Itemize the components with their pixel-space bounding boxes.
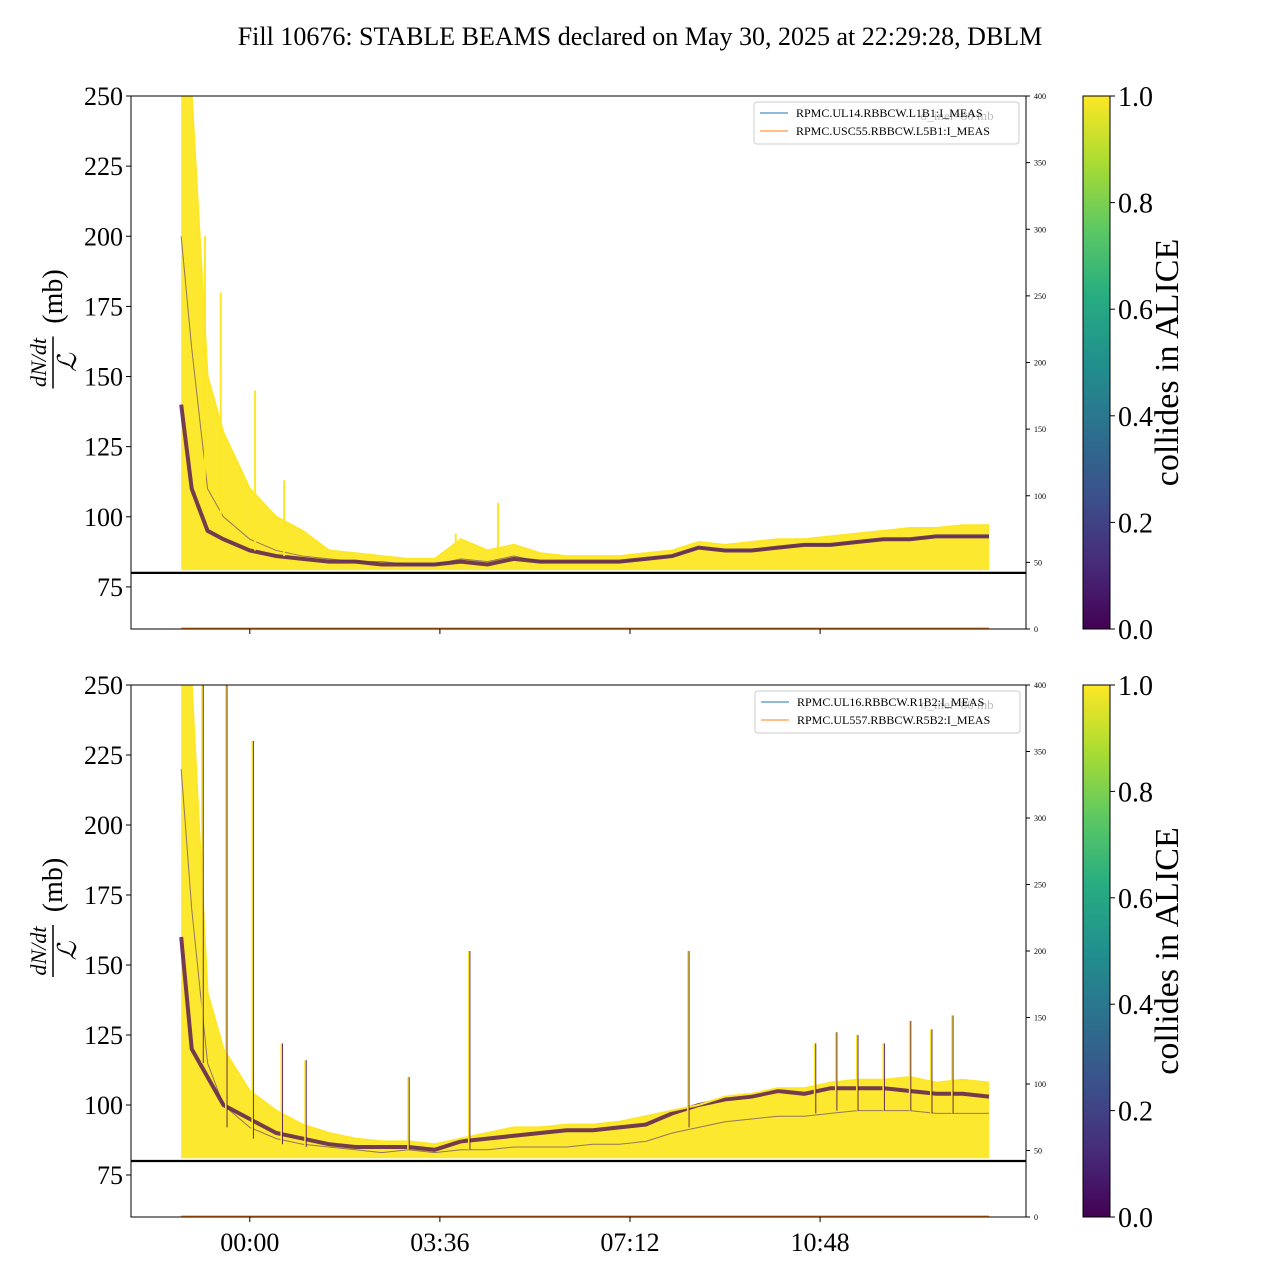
bottom-colorbar: 0.0 0.2 0.4 0.6 0.8 1.0 collides in ALICE bbox=[1082, 671, 1186, 1234]
non-colliding-series bbox=[179, 936, 990, 1152]
y-tick-label: 175 bbox=[84, 292, 123, 321]
colorbar-gradient bbox=[1082, 95, 1111, 630]
y2-tick-label: 250 bbox=[1034, 881, 1046, 890]
x-tick-label: 10:48 bbox=[790, 1228, 849, 1257]
y2-tick-label: 150 bbox=[1034, 425, 1046, 434]
collides-band bbox=[181, 96, 989, 571]
y2-tick-label: 250 bbox=[1034, 292, 1046, 301]
colorbar-tick-label: 0.2 bbox=[1118, 508, 1153, 539]
legend-frame bbox=[754, 690, 1021, 734]
y-tick-label: 225 bbox=[84, 741, 123, 770]
y-tick-label: 150 bbox=[84, 951, 123, 980]
colorbar-tick-label: 1.0 bbox=[1118, 82, 1153, 113]
bottom-y-axis: 75 100 125 150 175 200 225 250 bbox=[84, 671, 131, 1190]
y-tick-label: 200 bbox=[84, 222, 123, 251]
top-secondary-y-axis: 0 50 100 150 200 250 300 350 400 bbox=[1026, 92, 1046, 634]
y-tick-label: 175 bbox=[84, 881, 123, 910]
colorbar-tick-label: 0.0 bbox=[1118, 615, 1153, 646]
y-label-group: dN/dt ℒ (mb) bbox=[26, 858, 82, 977]
y-label-denominator: ℒ bbox=[53, 940, 82, 960]
threshold-legend-label: σ_inel=80 mb bbox=[920, 697, 993, 712]
legend-entry: RPMC.UL14.RBBCW.L1B1:I_MEAS bbox=[796, 106, 983, 120]
y2-tick-label: 100 bbox=[1034, 1080, 1046, 1089]
colorbar-label: collides in ALICE bbox=[1149, 239, 1186, 486]
legend-entry: RPMC.UL557.RBBCW.R5B2:I_MEAS bbox=[797, 713, 990, 727]
colorbar-tick-label: 0.6 bbox=[1118, 884, 1153, 915]
top-y-axis-label: dN/dt ℒ (mb) bbox=[26, 269, 82, 389]
y-label-unit: (mb) bbox=[38, 269, 69, 323]
y-tick-label: 100 bbox=[84, 503, 123, 532]
threshold-legend-label: σ_inel=80 mb bbox=[920, 108, 993, 123]
y2-tick-label: 300 bbox=[1034, 814, 1046, 823]
y2-tick-label: 0 bbox=[1034, 625, 1038, 634]
y2-tick-label: 400 bbox=[1034, 92, 1046, 101]
top-y-axis: 75 100 125 150 175 200 225 250 bbox=[84, 82, 131, 602]
colorbar-tick-label: 0.0 bbox=[1118, 1203, 1153, 1234]
legend-entry: RPMC.USC55.RBBCW.L5B1:I_MEAS bbox=[796, 124, 990, 138]
colorbar-tick-label: 0.8 bbox=[1118, 777, 1153, 808]
y-label-unit: (mb) bbox=[38, 858, 69, 912]
y2-tick-label: 300 bbox=[1034, 225, 1046, 234]
y-tick-label: 150 bbox=[84, 363, 123, 392]
x-tick-label: 00:00 bbox=[220, 1228, 279, 1257]
y2-tick-label: 350 bbox=[1034, 748, 1046, 757]
y-tick-label: 75 bbox=[97, 573, 123, 602]
y-label-denominator: ℒ bbox=[53, 352, 82, 372]
y-tick-label: 250 bbox=[84, 82, 123, 111]
bottom-y-axis-label: dN/dt ℒ (mb) bbox=[26, 858, 82, 977]
y2-tick-label: 150 bbox=[1034, 1014, 1046, 1023]
y2-tick-label: 200 bbox=[1034, 947, 1046, 956]
colorbar-label: collides in ALICE bbox=[1149, 827, 1186, 1074]
bottom-plot-area bbox=[131, 685, 1026, 1217]
y-tick-label: 100 bbox=[84, 1091, 123, 1120]
y2-tick-label: 200 bbox=[1034, 359, 1046, 368]
core-series bbox=[180, 768, 990, 1154]
y-tick-label: 125 bbox=[84, 1021, 123, 1050]
colorbar-tick-label: 0.2 bbox=[1118, 1097, 1153, 1128]
colorbar-gradient bbox=[1082, 684, 1111, 1218]
y-label-group: dN/dt ℒ (mb) bbox=[26, 269, 82, 389]
y-label-numerator: dN/dt bbox=[26, 926, 51, 976]
colorbar-tick-label: 0.4 bbox=[1118, 990, 1153, 1021]
y-tick-label: 125 bbox=[84, 433, 123, 462]
y-tick-label: 75 bbox=[97, 1161, 123, 1190]
y2-tick-label: 50 bbox=[1034, 558, 1042, 567]
colorbar-tick-label: 1.0 bbox=[1118, 671, 1153, 702]
bottom-panel: 75 100 125 150 175 200 225 250 0 50 100 150 200 250 3… bbox=[26, 671, 1186, 1257]
upper-envelope bbox=[181, 685, 990, 1146]
y2-tick-label: 50 bbox=[1034, 1147, 1042, 1156]
core-series bbox=[180, 236, 990, 565]
top-plot-area bbox=[131, 96, 1026, 629]
top-colorbar: 0.0 0.2 0.4 0.6 0.8 1.0 collides in ALICE bbox=[1082, 82, 1186, 646]
y-tick-label: 200 bbox=[84, 811, 123, 840]
colorbar-tick-label: 0.6 bbox=[1118, 295, 1153, 326]
x-tick-label: 07:12 bbox=[600, 1228, 659, 1257]
legend-frame bbox=[753, 101, 1020, 145]
y2-tick-label: 350 bbox=[1034, 159, 1046, 168]
y-tick-label: 225 bbox=[84, 152, 123, 181]
top-panel: 75 100 125 150 175 200 225 250 0 50 100 150 200 250 3… bbox=[26, 82, 1186, 646]
top-x-axis bbox=[249, 629, 821, 634]
bottom-x-axis: 00:00 03:36 07:12 10:48 bbox=[220, 1217, 850, 1257]
y-label-numerator: dN/dt bbox=[26, 337, 51, 387]
x-tick-label: 03:36 bbox=[410, 1228, 469, 1257]
y2-tick-label: 400 bbox=[1034, 681, 1046, 690]
upper-envelope bbox=[181, 96, 990, 560]
colorbar-tick-label: 0.4 bbox=[1118, 402, 1153, 433]
y2-tick-label: 0 bbox=[1034, 1213, 1038, 1222]
bottom-secondary-y-axis: 0 50 100 150 200 250 300 350 400 bbox=[1026, 681, 1046, 1222]
legend-entry: RPMC.UL16.RBBCW.R1B2:I_MEAS bbox=[797, 695, 984, 709]
y2-tick-label: 100 bbox=[1034, 492, 1046, 501]
colorbar-tick-label: 0.8 bbox=[1118, 189, 1153, 220]
figure-title: Fill 10676: STABLE BEAMS declared on May… bbox=[238, 22, 1043, 51]
y-tick-label: 250 bbox=[84, 671, 123, 700]
